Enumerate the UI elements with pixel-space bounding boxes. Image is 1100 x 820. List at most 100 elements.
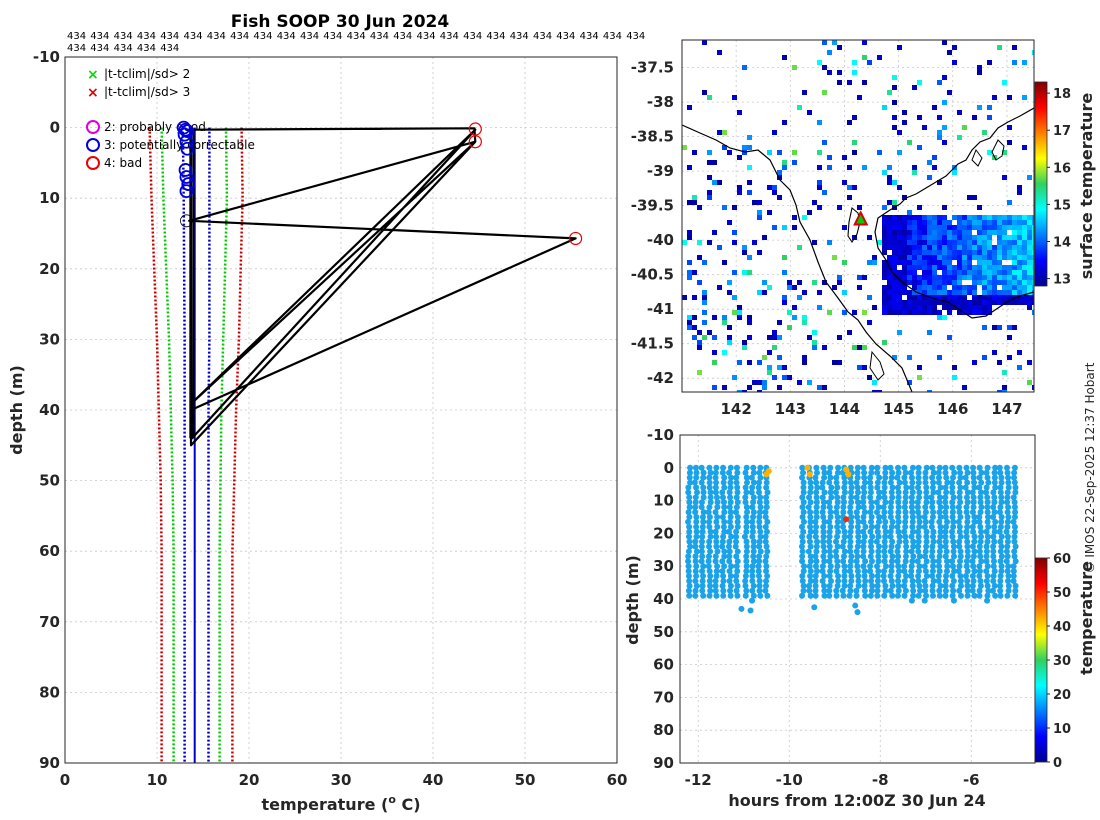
ts-point <box>826 573 833 580</box>
ts-point <box>719 568 726 575</box>
ts-point <box>991 568 998 575</box>
ts-point <box>942 499 949 506</box>
main-gridlines <box>64 56 618 764</box>
sst-pixel <box>757 210 762 215</box>
sst-pixel <box>857 285 862 290</box>
ts-point <box>747 607 754 614</box>
sst-pixel <box>932 240 937 245</box>
ts-point <box>713 592 720 599</box>
ts-point <box>685 553 692 560</box>
sst-pixel <box>702 295 707 300</box>
id-label: 434 <box>67 31 86 42</box>
sst-pixel <box>912 255 917 260</box>
sst-pixel <box>737 155 742 160</box>
sst-pixel <box>972 310 977 315</box>
ts-point <box>807 479 814 486</box>
sst-pixel <box>967 310 972 315</box>
ts-point <box>867 489 874 496</box>
id-label: 434 <box>230 31 249 42</box>
map-colorbar-tick-label: 14 <box>1053 235 1071 250</box>
ts-point <box>743 563 750 570</box>
sst-pixel <box>987 215 992 220</box>
sst-pixel <box>852 140 857 145</box>
ts-point <box>888 523 895 530</box>
ts-point <box>706 479 713 486</box>
ts-point <box>889 518 896 525</box>
ts-point <box>929 573 936 580</box>
sst-pixel <box>1027 240 1032 245</box>
sst-pixel <box>1027 290 1032 295</box>
ts-point <box>820 543 827 550</box>
sst-pixel <box>1032 255 1034 260</box>
ts-point <box>827 464 834 471</box>
ts-point <box>713 573 720 580</box>
ts-point <box>733 587 740 594</box>
ts-point <box>813 548 820 555</box>
ts-point <box>895 504 902 511</box>
sst-pixel <box>837 205 842 210</box>
ts-point <box>978 528 985 535</box>
id-labels: 434 434 434 434 434 434 434 434 434 434 434 434 434 4… <box>67 31 645 54</box>
sst-pixel <box>997 295 1002 300</box>
ts-point <box>921 597 928 604</box>
ts-point <box>720 499 727 506</box>
sst-pixel <box>1017 250 1022 255</box>
sst-pixel <box>927 240 932 245</box>
ts-point <box>748 489 755 496</box>
sst-pixel <box>987 240 992 245</box>
ts-point <box>915 573 922 580</box>
ts-point <box>930 469 937 476</box>
sst-pixel <box>727 150 732 155</box>
sst-pixel <box>907 290 912 295</box>
sst-pixel <box>1022 240 1027 245</box>
sst-pixel <box>967 290 972 295</box>
ts-point <box>813 568 820 575</box>
ts-point <box>692 464 699 471</box>
ts-point <box>742 573 749 580</box>
sst-pixel <box>937 235 942 240</box>
ts-point <box>990 558 997 565</box>
sst-pixel <box>862 345 867 350</box>
ts-point <box>762 523 769 530</box>
ts-point <box>916 494 923 501</box>
ts-point <box>1004 553 1011 560</box>
sst-pixel <box>992 95 997 100</box>
sst-pixel <box>917 265 922 270</box>
ts-point <box>937 514 944 520</box>
ts-point <box>873 538 880 545</box>
ts-point <box>713 479 720 486</box>
sst-pixel <box>752 380 757 385</box>
ts-point <box>700 509 707 516</box>
sst-pixel <box>802 360 807 365</box>
ts-point <box>956 494 963 501</box>
ts-point <box>903 573 910 580</box>
sst-pixel <box>762 355 767 360</box>
ts-point <box>835 464 842 471</box>
ts-point <box>887 479 894 486</box>
sst-pixel <box>687 320 692 325</box>
ts-point <box>686 504 693 511</box>
legend-flag3-marker <box>86 138 100 152</box>
ts-point <box>687 479 694 486</box>
ts-point <box>998 499 1005 506</box>
sst-pixel <box>992 265 997 270</box>
sst-pixel <box>922 265 927 270</box>
ts-point <box>997 573 1004 580</box>
sst-pixel <box>902 275 907 280</box>
ts-point <box>957 553 964 560</box>
id-label: 434 <box>417 31 436 42</box>
ts-point <box>998 553 1005 560</box>
sst-pixel <box>922 230 927 235</box>
ts-point <box>693 518 700 525</box>
sst-pixel <box>832 255 837 260</box>
sst-pixel <box>967 195 972 200</box>
ts-point <box>726 548 733 555</box>
sst-pixel <box>977 300 982 305</box>
sst-pixel <box>747 255 752 260</box>
ts-point <box>847 509 854 516</box>
ts-point <box>686 469 693 476</box>
ts-point <box>692 568 699 575</box>
ts-point <box>908 573 915 580</box>
sst-pixel <box>927 225 932 230</box>
ts-point <box>983 568 990 575</box>
